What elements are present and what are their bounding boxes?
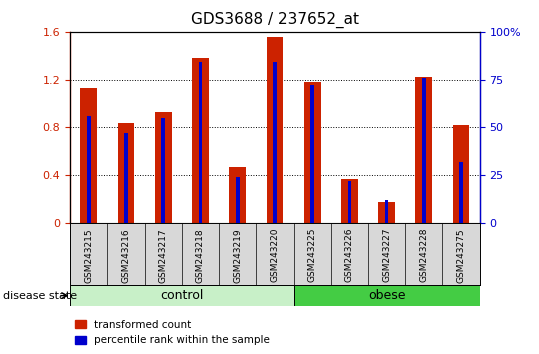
Bar bbox=[198, 62, 202, 223]
FancyBboxPatch shape bbox=[70, 285, 294, 306]
Bar bbox=[385, 200, 389, 223]
Bar bbox=[348, 181, 351, 223]
Text: GSM243215: GSM243215 bbox=[84, 228, 93, 282]
Bar bbox=[341, 179, 358, 223]
Text: GSM243226: GSM243226 bbox=[345, 228, 354, 282]
Bar bbox=[236, 177, 239, 223]
Text: GSM243220: GSM243220 bbox=[271, 228, 279, 282]
Text: GSM243219: GSM243219 bbox=[233, 228, 242, 282]
Bar bbox=[310, 85, 314, 223]
Bar bbox=[459, 162, 463, 223]
Text: obese: obese bbox=[368, 289, 405, 302]
Bar bbox=[118, 123, 134, 223]
Bar bbox=[453, 125, 469, 223]
Bar bbox=[124, 133, 128, 223]
Bar bbox=[155, 112, 171, 223]
Bar bbox=[273, 62, 277, 223]
Text: GSM243228: GSM243228 bbox=[419, 228, 429, 282]
Bar bbox=[80, 88, 97, 223]
Title: GDS3688 / 237652_at: GDS3688 / 237652_at bbox=[191, 12, 359, 28]
Bar bbox=[192, 58, 209, 223]
Bar bbox=[378, 201, 395, 223]
Text: GSM243227: GSM243227 bbox=[382, 228, 391, 282]
Text: GSM243217: GSM243217 bbox=[158, 228, 168, 282]
Bar bbox=[161, 118, 165, 223]
Text: GSM243225: GSM243225 bbox=[308, 228, 316, 282]
Bar bbox=[416, 77, 432, 223]
Bar bbox=[266, 37, 284, 223]
Bar bbox=[87, 116, 91, 223]
FancyBboxPatch shape bbox=[294, 285, 480, 306]
Bar bbox=[304, 82, 321, 223]
Bar bbox=[229, 167, 246, 223]
Text: GSM243275: GSM243275 bbox=[457, 228, 466, 282]
Text: GSM243216: GSM243216 bbox=[121, 228, 130, 282]
Text: disease state: disease state bbox=[3, 291, 77, 301]
Text: control: control bbox=[160, 289, 204, 302]
Bar bbox=[422, 78, 426, 223]
Text: GSM243218: GSM243218 bbox=[196, 228, 205, 282]
Legend: transformed count, percentile rank within the sample: transformed count, percentile rank withi… bbox=[75, 320, 270, 345]
